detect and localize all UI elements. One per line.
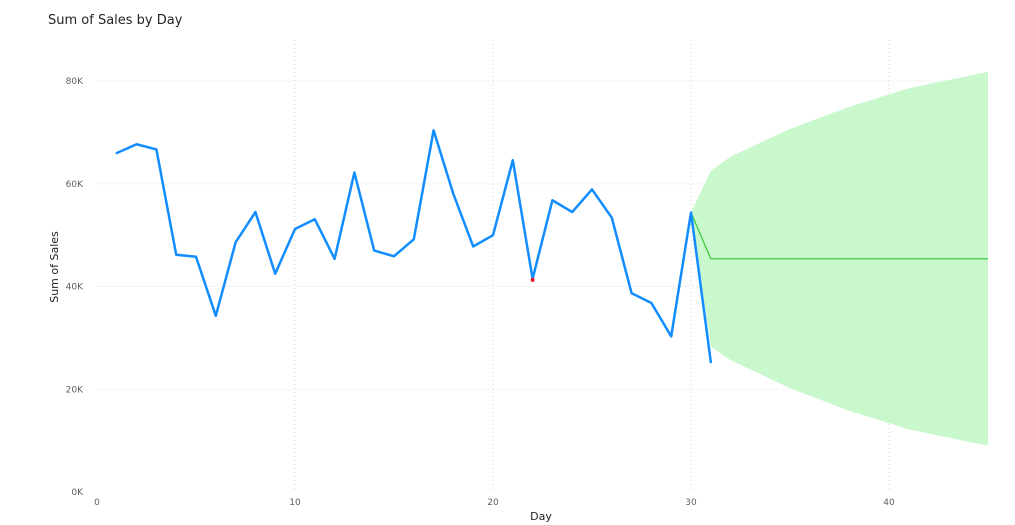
sales-series-line: [115, 129, 713, 364]
data-point[interactable]: [609, 215, 615, 221]
data-point[interactable]: [470, 243, 476, 249]
data-point[interactable]: [134, 141, 140, 147]
x-tick-label: 30: [685, 498, 697, 508]
data-point[interactable]: [252, 209, 258, 215]
forecast: [690, 71, 988, 446]
y-tick-label: 20K: [66, 385, 84, 395]
data-point[interactable]: [213, 313, 219, 319]
data-point[interactable]: [233, 239, 239, 245]
data-point[interactable]: [173, 252, 179, 258]
data-point[interactable]: [589, 186, 595, 192]
y-tick-label: 0K: [71, 488, 84, 498]
data-point[interactable]: [688, 210, 694, 216]
y-tick-label: 60K: [66, 180, 84, 190]
data-point[interactable]: [668, 333, 674, 339]
y-tick-label: 40K: [66, 283, 84, 293]
data-point[interactable]: [312, 216, 318, 222]
data-point[interactable]: [708, 359, 714, 365]
y-axis-label: Sum of Sales: [48, 231, 61, 303]
forecast-line: [690, 212, 988, 260]
data-point[interactable]: [153, 146, 159, 152]
data-point[interactable]: [510, 157, 516, 163]
x-tick-label: 40: [883, 498, 895, 508]
data-point[interactable]: [431, 127, 437, 133]
y-tick-label: 80K: [66, 77, 84, 87]
data-point[interactable]: [569, 209, 575, 215]
x-tick-label: 20: [487, 498, 499, 508]
data-point[interactable]: [391, 253, 397, 259]
data-point[interactable]: [272, 271, 278, 277]
data-point[interactable]: [411, 236, 417, 242]
x-axis-ticks: 0 10 20 30 40: [94, 498, 895, 508]
data-point[interactable]: [292, 226, 298, 232]
data-point[interactable]: [332, 256, 338, 262]
data-point[interactable]: [450, 191, 456, 197]
data-point[interactable]: [648, 300, 654, 306]
data-point[interactable]: [371, 248, 377, 254]
highlight-point: [530, 277, 535, 282]
chart-title: Sum of Sales by Day: [48, 13, 183, 28]
data-point[interactable]: [114, 150, 120, 156]
x-tick-label: 10: [289, 498, 301, 508]
y-axis-ticks: 0K 20K 40K 60K 80K: [66, 77, 84, 498]
x-tick-label: 0: [94, 498, 100, 508]
series: [114, 127, 714, 365]
x-axis-label: Day: [530, 510, 552, 523]
data-point[interactable]: [490, 232, 496, 238]
data-point[interactable]: [629, 290, 635, 296]
data-point[interactable]: [193, 254, 199, 260]
data-point[interactable]: [549, 197, 555, 203]
data-point[interactable]: [351, 170, 357, 176]
